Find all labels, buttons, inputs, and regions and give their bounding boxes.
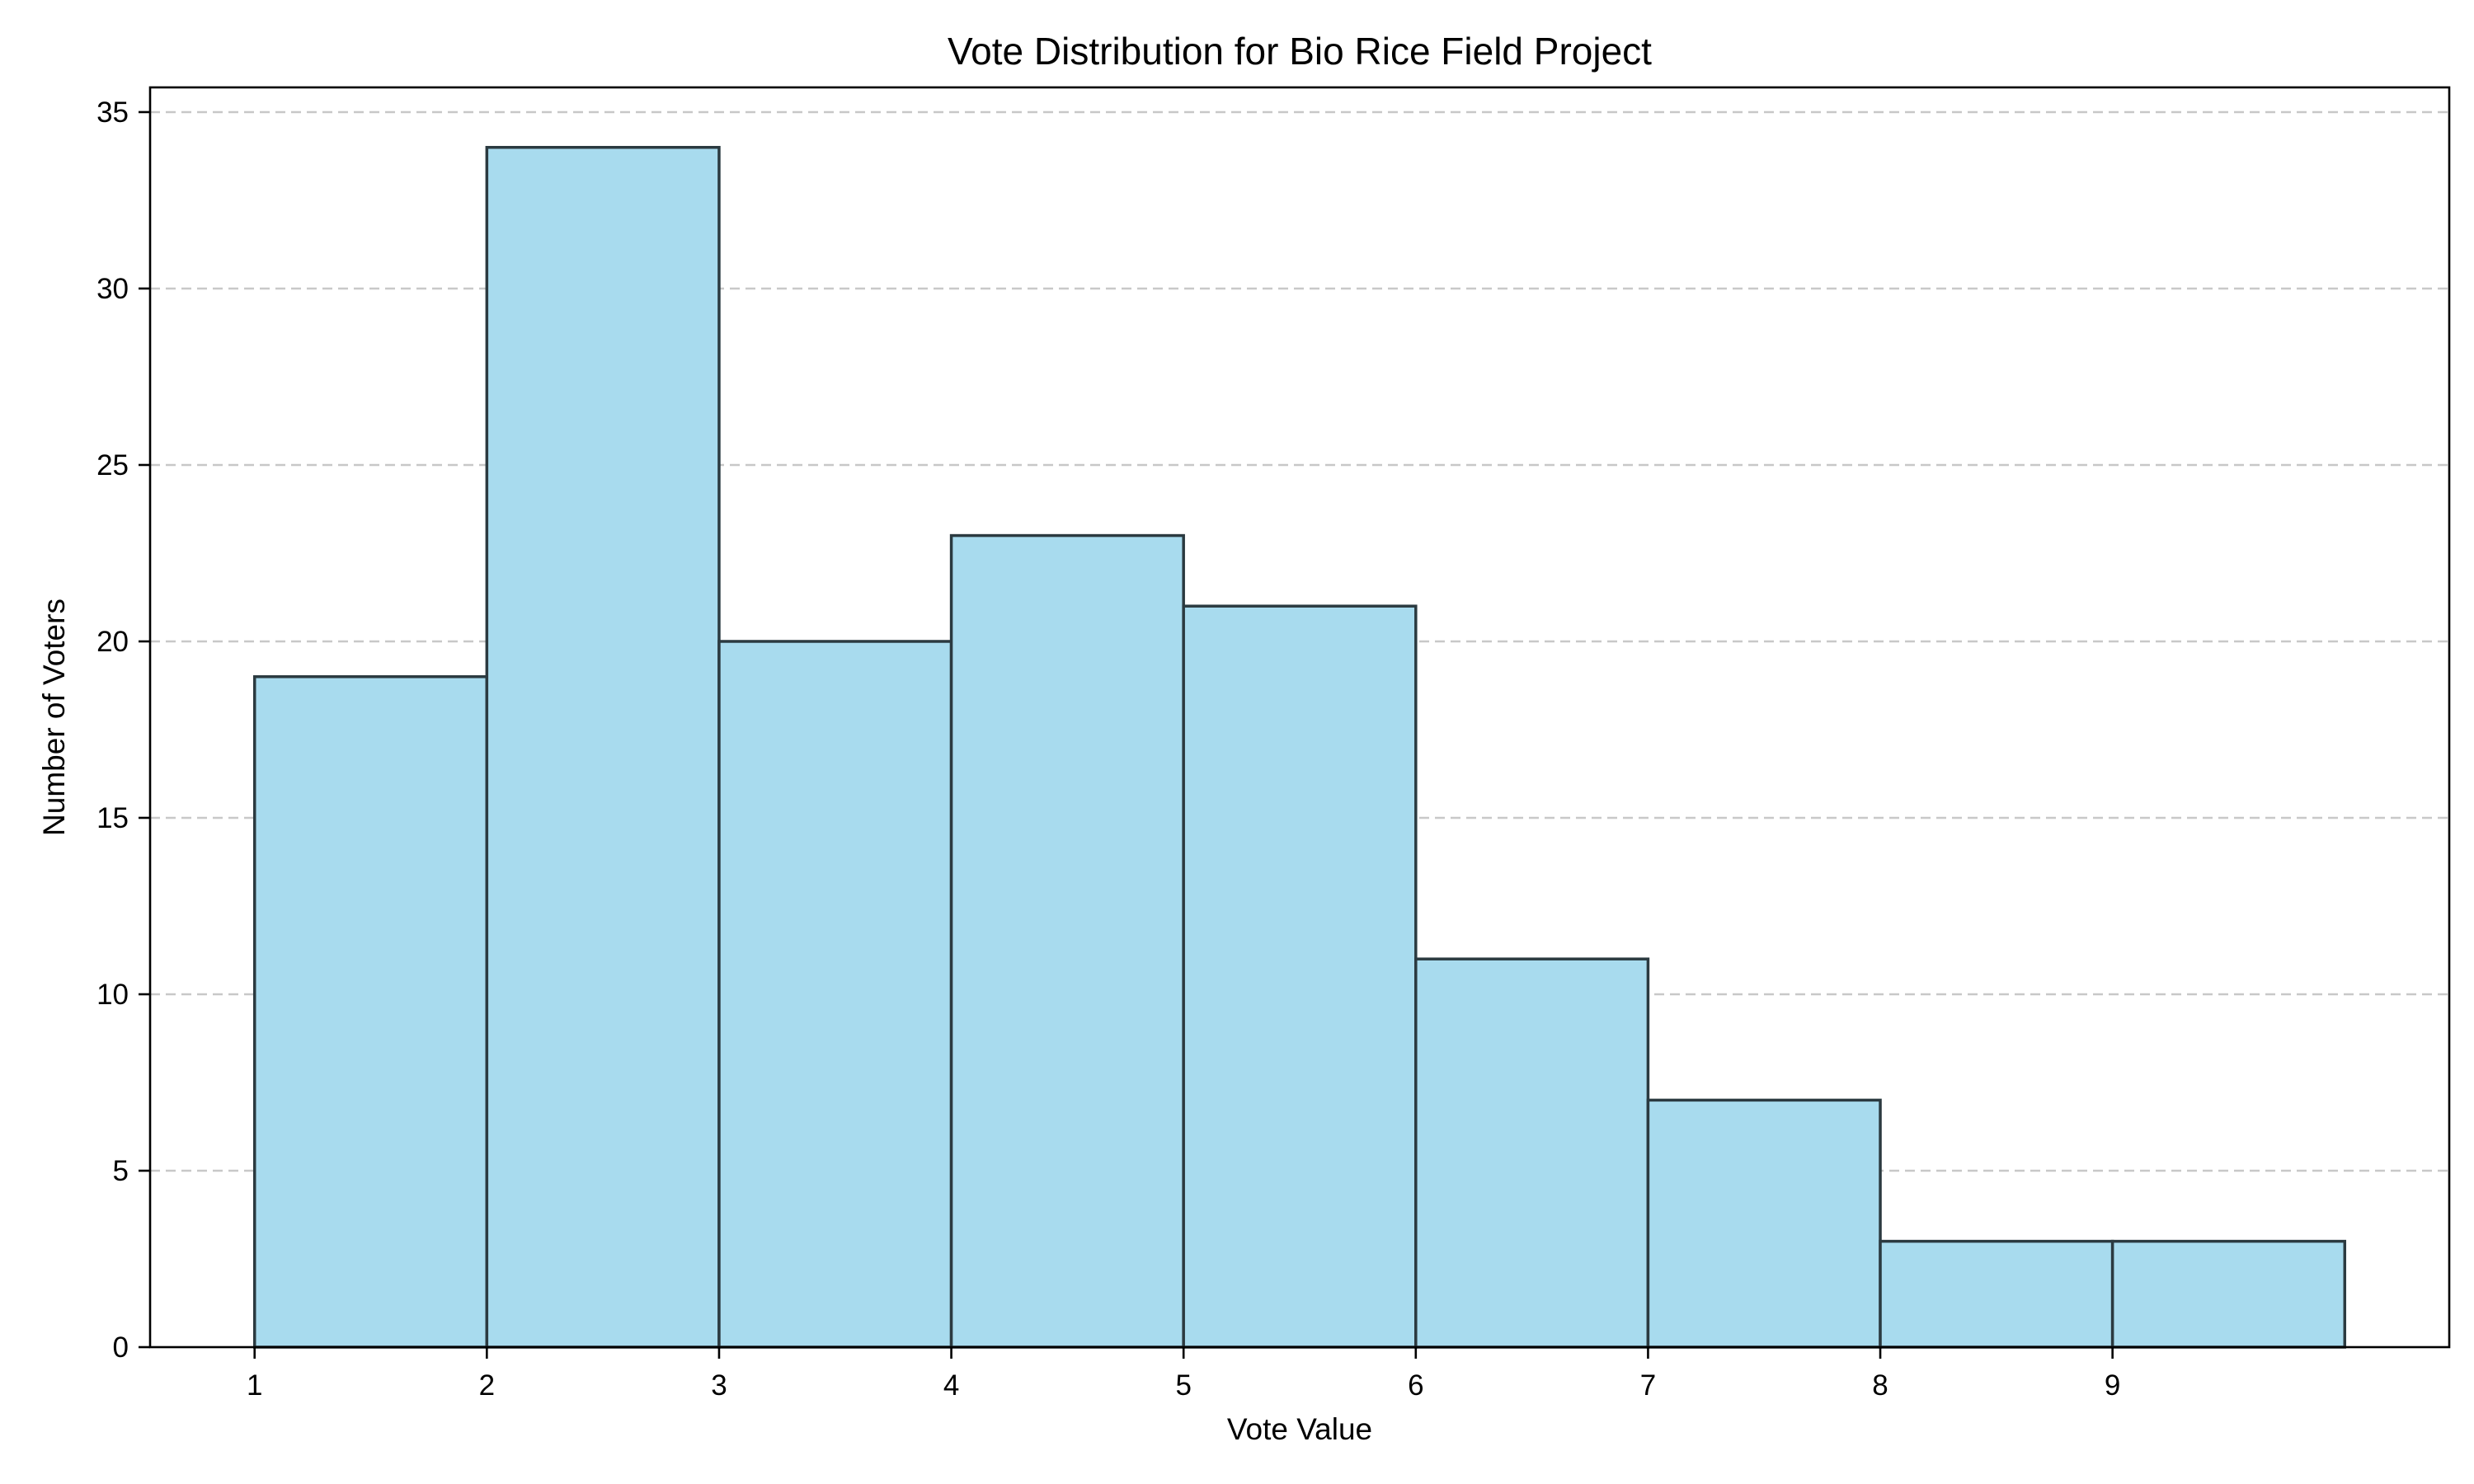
y-tick-label-20: 20 [96,626,129,658]
chart-title: Vote Distribution for Bio Rice Field Pro… [948,30,1652,73]
x-tick-label-5: 5 [1175,1369,1191,1402]
y-tick-label-0: 0 [113,1331,129,1364]
bar-5 [1182,604,1418,1349]
bar-3 [717,640,953,1349]
plot-frame [148,86,2451,1349]
bar-7 [1646,1098,1882,1349]
histogram-bars [252,146,2347,1349]
y-tick-label-5: 5 [113,1155,129,1187]
y-tick-label-15: 15 [96,802,129,834]
x-tick-label-3: 3 [711,1369,727,1402]
x-tick-label-2: 2 [479,1369,495,1402]
x-tick-label-7: 7 [1640,1369,1656,1402]
bar-1 [252,675,489,1349]
x-tick-label-8: 8 [1872,1369,1888,1402]
y-tick-label-30: 30 [96,273,129,305]
bar-9 [2110,1239,2347,1349]
y-tick-label-10: 10 [96,979,129,1011]
bar-8 [1879,1239,2114,1349]
x-axis-label: Vote Value [1227,1412,1372,1446]
bar-6 [1414,957,1650,1349]
y-axis-label: Number of Voters [37,599,71,836]
x-tick-label-4: 4 [943,1369,959,1402]
y-axis-ticks: 0 5 10 15 20 25 30 35 [96,96,150,1364]
x-tick-label-9: 9 [2105,1369,2120,1402]
y-tick-label-25: 25 [96,449,129,481]
bar-4 [949,533,1185,1349]
x-tick-label-6: 6 [1408,1369,1423,1402]
y-tick-label-35: 35 [96,96,129,129]
x-axis-ticks: 1 2 3 4 5 6 7 8 9 [247,1347,2120,1402]
bar-2 [485,146,721,1349]
x-tick-label-1: 1 [247,1369,262,1402]
